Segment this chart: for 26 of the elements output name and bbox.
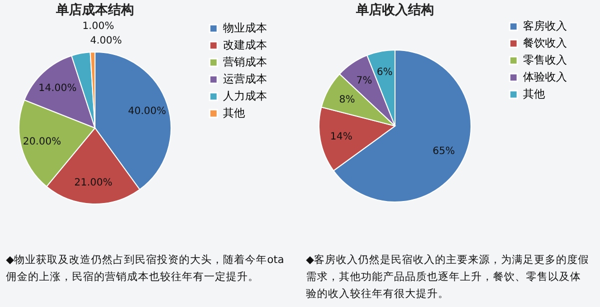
data-label: 20.00%: [22, 136, 62, 148]
text: ◆客房收入仍然是民宿收入的主要来源，为满足更多的度假需求，其他功能产品品质也逐年上升，餐饮、零售以及体验的收入较往年有很大提升。: [306, 253, 590, 302]
data-label: 65%: [432, 146, 455, 157]
legend-label: 其他: [523, 88, 545, 100]
chart-title: 单店成本结构: [55, 2, 134, 18]
data-label: 4.00%: [90, 36, 122, 47]
data-label: 6%: [376, 67, 393, 78]
legend-label: 人力成本: [223, 90, 267, 102]
text: ◆物业获取及改造仍然占到民宿投资的大头，随着今年ota佣金的上涨，民宿的营销成本也较往年有一定提升。: [6, 253, 286, 285]
data-label: 14%: [330, 131, 352, 142]
data-label: 21.00%: [74, 178, 112, 189]
legend-label: 客房收入: [523, 20, 567, 32]
data-label: 14.00%: [38, 83, 77, 94]
data-label: 1.00%: [82, 21, 114, 32]
legend-label: 餐饮收入: [523, 36, 567, 50]
legend-label: 其他: [223, 106, 245, 120]
legend-label: 物业成本: [223, 22, 267, 34]
chart-title: 单店收入结构: [355, 2, 434, 18]
data-label: 7%: [356, 76, 372, 87]
legend-label: 营销成本: [223, 56, 267, 68]
legend-label: 运营成本: [223, 72, 267, 86]
data-label: 40.00%: [128, 106, 166, 118]
legend-label: 体验收入: [523, 70, 567, 84]
legend-label: 零售收入: [523, 54, 567, 66]
legend-label: 改建成本: [223, 38, 267, 52]
data-label: 8%: [339, 94, 355, 106]
